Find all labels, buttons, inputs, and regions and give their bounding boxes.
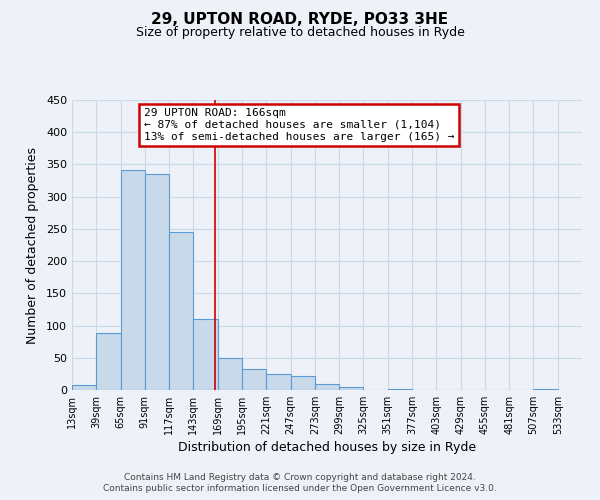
Bar xyxy=(145,174,169,390)
Bar xyxy=(339,387,364,390)
Bar xyxy=(290,376,315,390)
Bar xyxy=(96,334,121,390)
Text: Size of property relative to detached houses in Ryde: Size of property relative to detached ho… xyxy=(136,26,464,39)
Bar xyxy=(121,170,145,390)
Y-axis label: Number of detached properties: Number of detached properties xyxy=(26,146,39,344)
Text: Contains HM Land Registry data © Crown copyright and database right 2024.: Contains HM Land Registry data © Crown c… xyxy=(124,472,476,482)
Bar xyxy=(242,370,266,390)
Text: Contains public sector information licensed under the Open Government Licence v3: Contains public sector information licen… xyxy=(103,484,497,493)
Text: 29 UPTON ROAD: 166sqm
← 87% of detached houses are smaller (1,104)
13% of semi-d: 29 UPTON ROAD: 166sqm ← 87% of detached … xyxy=(144,108,454,142)
Bar xyxy=(72,386,96,390)
Text: 29, UPTON ROAD, RYDE, PO33 3HE: 29, UPTON ROAD, RYDE, PO33 3HE xyxy=(151,12,449,28)
Bar xyxy=(315,384,339,390)
Bar xyxy=(266,374,290,390)
Bar xyxy=(193,319,218,390)
Bar xyxy=(218,358,242,390)
Bar xyxy=(388,388,412,390)
Bar xyxy=(169,232,193,390)
X-axis label: Distribution of detached houses by size in Ryde: Distribution of detached houses by size … xyxy=(178,441,476,454)
